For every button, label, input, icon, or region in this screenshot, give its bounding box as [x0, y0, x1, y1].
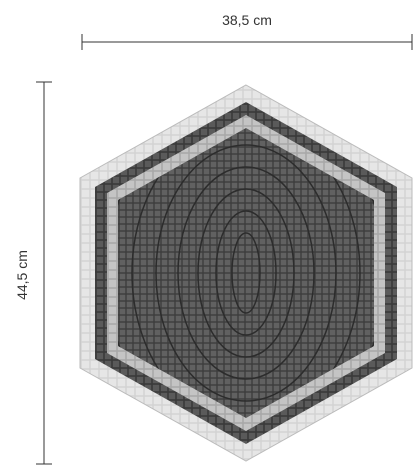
- width-label: 38,5 cm: [222, 12, 272, 28]
- inner-field: [118, 128, 374, 418]
- width-dimension: 38,5 cm: [81, 12, 413, 50]
- height-dimension: 44,5 cm: [14, 81, 52, 465]
- arc-pattern: [118, 128, 374, 418]
- height-label: 44,5 cm: [14, 250, 30, 300]
- hexagon-mosaic: [79, 84, 413, 462]
